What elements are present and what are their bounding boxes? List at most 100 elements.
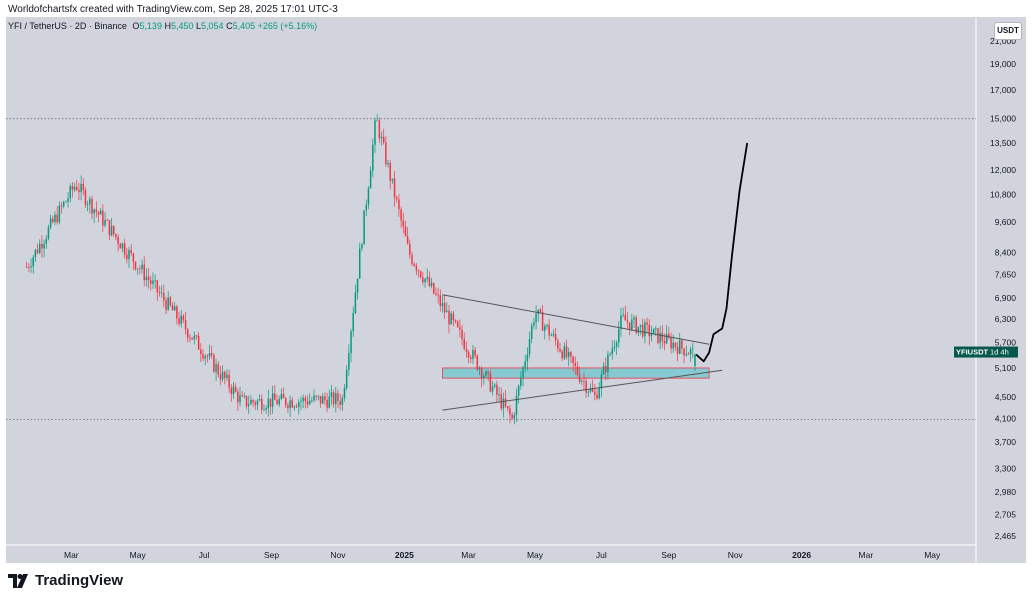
- candle[interactable]: [602, 362, 605, 376]
- candle[interactable]: [226, 369, 228, 382]
- candle[interactable]: [230, 384, 233, 402]
- candle[interactable]: [132, 252, 135, 271]
- candle[interactable]: [28, 262, 30, 273]
- candle[interactable]: [136, 268, 139, 275]
- candle[interactable]: [95, 201, 98, 218]
- candle[interactable]: [289, 395, 291, 418]
- candlestick-chart[interactable]: 21,000 19,000 17,000 15,000 13,500 12,000 10,8…: [6, 17, 1026, 563]
- candle[interactable]: [104, 212, 106, 228]
- candle[interactable]: [452, 310, 455, 327]
- candle[interactable]: [535, 305, 537, 330]
- candle[interactable]: [54, 211, 56, 226]
- candle[interactable]: [121, 242, 124, 253]
- candle[interactable]: [73, 182, 76, 193]
- candle[interactable]: [544, 323, 546, 340]
- candle[interactable]: [265, 405, 267, 414]
- candle[interactable]: [345, 365, 348, 391]
- candle[interactable]: [382, 128, 385, 145]
- candle[interactable]: [228, 369, 230, 393]
- candle[interactable]: [337, 389, 339, 409]
- candle[interactable]: [417, 269, 420, 278]
- candle[interactable]: [184, 311, 187, 335]
- candle[interactable]: [598, 382, 600, 400]
- candle[interactable]: [622, 307, 624, 318]
- candle[interactable]: [661, 325, 664, 348]
- candle[interactable]: [561, 349, 563, 361]
- candle[interactable]: [483, 372, 485, 385]
- candle[interactable]: [267, 389, 270, 417]
- candle[interactable]: [641, 318, 644, 339]
- candle[interactable]: [385, 136, 387, 167]
- candle[interactable]: [615, 340, 618, 355]
- tradingview-logo[interactable]: TradingView: [8, 572, 123, 589]
- projection-path[interactable]: [695, 142, 749, 363]
- candle[interactable]: [685, 345, 688, 357]
- candle[interactable]: [626, 312, 629, 329]
- candle[interactable]: [280, 388, 283, 401]
- candle[interactable]: [594, 383, 596, 401]
- candle[interactable]: [52, 215, 54, 224]
- candle[interactable]: [291, 397, 294, 409]
- candle[interactable]: [470, 354, 472, 364]
- candle[interactable]: [200, 342, 202, 363]
- candle[interactable]: [300, 396, 302, 411]
- candle[interactable]: [60, 201, 63, 214]
- candle[interactable]: [496, 380, 498, 403]
- candle[interactable]: [443, 295, 446, 320]
- candle[interactable]: [502, 392, 505, 418]
- candle[interactable]: [409, 239, 411, 259]
- candle[interactable]: [311, 396, 313, 404]
- candle[interactable]: [62, 200, 65, 209]
- candle[interactable]: [511, 412, 513, 420]
- candle[interactable]: [465, 341, 468, 359]
- candle[interactable]: [406, 227, 409, 245]
- candle[interactable]: [648, 319, 651, 346]
- candle[interactable]: [304, 395, 307, 409]
- symbol-legend[interactable]: YFI / TetherUS · 2D · Binance O5,139 H5,…: [8, 21, 317, 31]
- candle[interactable]: [422, 271, 424, 286]
- candle[interactable]: [82, 177, 85, 196]
- candle[interactable]: [596, 389, 598, 400]
- candle[interactable]: [374, 117, 376, 154]
- candle[interactable]: [36, 243, 39, 255]
- candle[interactable]: [476, 354, 479, 372]
- candle[interactable]: [587, 390, 590, 398]
- candle[interactable]: [269, 398, 272, 415]
- candle[interactable]: [567, 347, 570, 367]
- candle[interactable]: [243, 392, 246, 399]
- candle[interactable]: [474, 346, 476, 359]
- candle[interactable]: [546, 323, 548, 330]
- candle[interactable]: [563, 342, 566, 360]
- candle[interactable]: [389, 160, 391, 190]
- candle[interactable]: [570, 350, 572, 363]
- candle[interactable]: [461, 324, 463, 346]
- candle[interactable]: [343, 383, 346, 402]
- candle[interactable]: [154, 274, 156, 289]
- candle[interactable]: [604, 357, 607, 381]
- candle[interactable]: [213, 353, 215, 374]
- candle[interactable]: [450, 311, 452, 325]
- candle[interactable]: [197, 332, 200, 350]
- candle[interactable]: [86, 200, 89, 212]
- candle[interactable]: [93, 208, 95, 223]
- candle[interactable]: [644, 319, 646, 344]
- candle[interactable]: [117, 234, 119, 252]
- candle[interactable]: [689, 346, 692, 362]
- candle[interactable]: [97, 210, 100, 223]
- candle[interactable]: [589, 383, 592, 394]
- candle[interactable]: [585, 377, 587, 398]
- candle[interactable]: [78, 182, 80, 201]
- candle[interactable]: [178, 311, 180, 327]
- candle[interactable]: [509, 405, 511, 423]
- candle[interactable]: [145, 268, 148, 287]
- candle[interactable]: [628, 322, 631, 336]
- candle[interactable]: [463, 332, 465, 351]
- candle[interactable]: [524, 354, 526, 373]
- candle[interactable]: [646, 317, 648, 333]
- candle[interactable]: [517, 384, 520, 404]
- candle[interactable]: [89, 196, 91, 214]
- candle[interactable]: [530, 322, 533, 344]
- candle[interactable]: [335, 386, 337, 413]
- candle[interactable]: [404, 220, 407, 237]
- candle[interactable]: [176, 304, 178, 325]
